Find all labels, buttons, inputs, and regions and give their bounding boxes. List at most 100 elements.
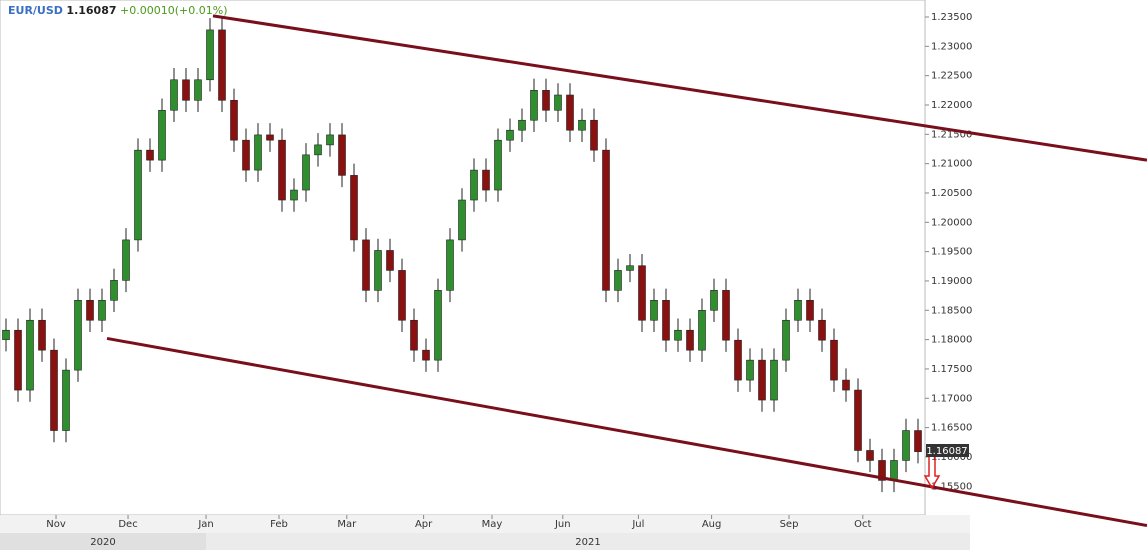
year-label: 2020 [90,537,115,548]
candle-body [890,460,898,481]
candle-body [206,29,214,81]
y-tick-label: 1.16000 [931,452,972,463]
y-tick-label: 1.23000 [931,41,972,52]
candle-body [410,319,418,351]
candle-body [266,134,274,141]
candle-body [386,250,394,271]
candle-body [602,149,610,291]
x-tick-label: Nov [46,519,66,530]
candle-body [590,119,598,151]
candle-body [434,290,442,361]
candle-body [242,139,250,171]
candle-body [458,199,466,241]
candle-body [698,309,706,351]
y-tick-label: 1.20500 [931,188,972,199]
candle-body [170,79,178,111]
x-tick-label: May [482,519,503,530]
price-tag-label: 1.16087 [926,446,967,457]
y-tick-label: 1.16500 [931,423,972,434]
candle-body [818,319,826,341]
candle-body [182,79,190,101]
y-tick-label: 1.22500 [931,71,972,82]
candle-body [830,339,838,381]
candle-body [254,134,262,171]
candle-body [902,430,910,461]
y-tick-label: 1.21500 [931,129,972,140]
candle-body [554,94,562,111]
candle-body [362,239,370,291]
candle-body [14,329,22,391]
y-tick-label: 1.19000 [931,276,972,287]
candle-body [146,149,154,161]
x-tick-label: Jan [197,519,213,530]
candle-body [686,329,694,351]
candle-body [302,154,310,191]
candle-body [230,100,238,141]
x-tick-label: Jul [631,519,644,530]
candle-body [38,319,46,351]
candle-body [314,144,322,156]
y-tick-label: 1.23500 [931,12,972,23]
y-tick-label: 1.17500 [931,364,972,375]
year-band-2020 [0,533,206,550]
candle-body [350,175,358,241]
x-tick-label: Mar [337,519,357,530]
candle-body [326,134,334,146]
y-tick-label: 1.21000 [931,159,972,170]
candle-body [638,265,646,321]
candle-body [98,300,106,321]
candle-body [794,300,802,321]
candle-body [722,290,730,341]
candle-body [614,270,622,291]
trend-line [212,14,1147,162]
candle-body [422,349,430,361]
y-tick-label: 1.18000 [931,335,972,346]
x-tick-label: Sep [780,519,799,530]
candle-body [506,129,514,141]
x-tick-label: Apr [415,519,433,530]
candle-body [446,239,454,291]
candle-body [770,359,778,401]
y-tick-label: 1.20000 [931,217,972,228]
candle-body [470,169,478,201]
candle-body [662,300,670,341]
candle-body [158,109,166,161]
candle-body [218,29,226,101]
price-tag [926,444,969,457]
year-band-2021 [206,533,970,550]
candle-body [2,329,10,340]
x-tick-label: Feb [270,519,288,530]
y-tick-label: 1.22000 [931,100,972,111]
candle-body [86,300,94,321]
candle-body [542,90,550,111]
candle-body [626,265,634,271]
candle-body [374,250,382,291]
candle-body [758,359,766,401]
candle-body [26,319,34,391]
candle-body [194,79,202,101]
x-tick-label: Jun [554,519,571,530]
candle-body [518,119,526,131]
trend-line [106,336,1147,528]
symbol: EUR/USD [8,4,63,17]
candle-body [566,94,574,131]
candle-body [482,169,490,191]
plot-area [0,0,926,516]
candle-body [734,339,742,381]
candle-body [290,189,298,201]
x-tick-label: Dec [118,519,137,530]
candle-body [122,239,130,281]
y-tick-label: 1.17000 [931,393,972,404]
y-tick-label: 1.15500 [931,481,972,492]
candle-body [878,460,886,481]
y-tick-label: 1.18500 [931,305,972,316]
candle-body [914,430,922,452]
price-change: +0.00010(+0.01%) [120,4,227,17]
candle-body [650,300,658,321]
candle-body [530,90,538,121]
last-price: 1.16087 [66,4,116,17]
candle-body [110,280,118,301]
candle-body [806,300,814,321]
candle-body [710,290,718,311]
